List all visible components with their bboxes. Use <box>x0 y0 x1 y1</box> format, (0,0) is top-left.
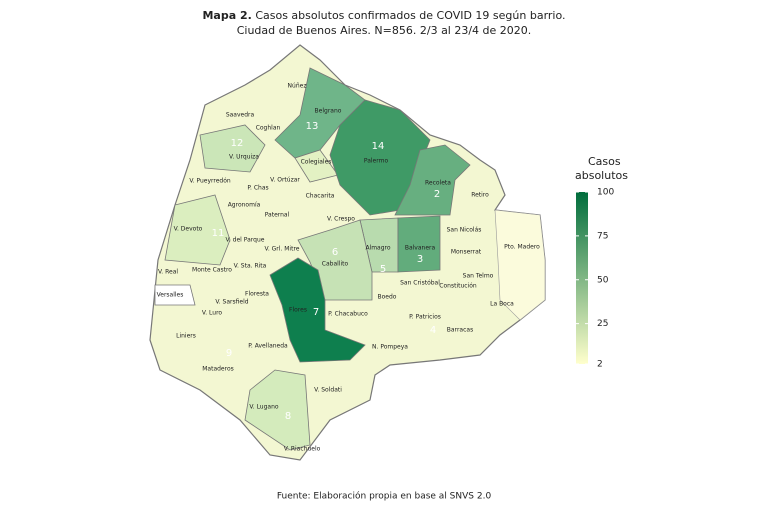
barrio-label: V. Urquiza <box>229 154 259 161</box>
barrio-label: Pto. Madero <box>504 244 540 251</box>
barrio-label: Monte Castro <box>192 267 232 274</box>
barrio-number: 14 <box>372 141 385 152</box>
barrio-label: Belgrano <box>315 108 342 115</box>
puerto-madero-area <box>494 209 546 321</box>
barrio-label: La Boca <box>490 301 514 308</box>
barrio-label: San Telmo <box>463 273 494 280</box>
barrio-label: Recoleta <box>425 180 451 187</box>
barrio-label: V. Soldati <box>314 387 342 394</box>
barrio-label: P. Avellaneda <box>248 343 288 350</box>
barrio-number: 2 <box>434 189 440 200</box>
legend-colorbar <box>576 192 588 364</box>
barrio-number: 5 <box>380 264 386 275</box>
subtitle: Ciudad de Buenos Aires. N=856. 2/3 al 23… <box>237 24 532 37</box>
barrio-label: Núñez <box>288 83 307 90</box>
barrio-label: Liniers <box>176 333 196 340</box>
barrio-number: 3 <box>417 254 423 265</box>
barrio-label: San Nicolás <box>447 227 482 234</box>
title-text: Casos absolutos confirmados de COVID 19 … <box>255 9 565 22</box>
barrio-label: Barracas <box>447 327 473 334</box>
barrio-label: V. Grl. Mitre <box>265 246 300 253</box>
barrio-label: P. Chas <box>247 185 268 192</box>
barrio-number: 7 <box>313 307 319 318</box>
barrio-number: 8 <box>285 411 291 422</box>
title: Mapa 2. Casos absolutos confirmados de C… <box>202 9 565 22</box>
barrio-label: V. Real <box>158 269 178 276</box>
barrio-number: 11 <box>212 228 225 239</box>
barrio-label: Monserrat <box>451 249 482 256</box>
barrio-label: Constitución <box>439 283 477 290</box>
barrio-label: Retiro <box>471 192 489 199</box>
barrio-label: P. Patricios <box>409 314 441 321</box>
barrio-number: 9 <box>226 348 232 359</box>
barrio-label: Saavedra <box>226 112 255 119</box>
legend-title: absolutos <box>575 169 628 182</box>
barrio-label: Mataderos <box>202 366 234 373</box>
barrio-number: 12 <box>231 138 244 149</box>
barrio-label: Caballito <box>322 261 349 268</box>
barrio-label: V. Luro <box>202 310 223 317</box>
legend-tick-label: 75 <box>597 231 608 241</box>
barrio-label: V. Ortúzar <box>270 177 300 184</box>
barrio-label: V. Devoto <box>174 226 203 233</box>
barrio-label: Flores <box>289 307 307 314</box>
barrio-label: V. Pueyrredón <box>189 178 231 185</box>
barrio-area <box>397 215 441 273</box>
barrio-label: V. Sta. Rita <box>234 263 267 270</box>
barrio-label: Chacarita <box>306 193 335 200</box>
barrio-label: Floresta <box>245 291 269 298</box>
barrio-number: 4 <box>430 325 436 336</box>
legend-tick-label: 100 <box>597 188 614 198</box>
barrio-number: 6 <box>332 247 338 258</box>
barrio-label: Boedo <box>378 294 397 301</box>
barrio-area <box>394 144 471 216</box>
barrio-area <box>164 194 231 266</box>
legend-tick-label: 25 <box>597 319 608 329</box>
barrio-label: V. Sarsfield <box>215 299 248 306</box>
barrio-label: Paternal <box>265 212 290 219</box>
barrio-number: 13 <box>306 121 319 132</box>
legend-title: Casos <box>588 155 621 168</box>
barrio-label: P. Chacabuco <box>328 311 368 318</box>
barrio-label: Colegiales <box>301 159 332 166</box>
barrio-area <box>154 284 196 306</box>
barrio-area <box>244 369 311 451</box>
barrio-label: V. Lugano <box>249 404 278 411</box>
barrio-label: V. Crespo <box>327 216 355 223</box>
barrio-area <box>199 124 266 173</box>
barrio-label: San Cristóbal <box>400 280 440 287</box>
barrio-area <box>269 257 366 363</box>
barrio-label: V. del Parque <box>226 237 265 244</box>
barrio-label: Almagro <box>365 245 390 252</box>
barrio-label: Balvanera <box>405 245 436 252</box>
barrio-label: N. Pompeya <box>372 344 408 351</box>
barrio-label: V. Riachuelo <box>284 446 321 453</box>
barrio-label: Agronomía <box>228 202 261 209</box>
legend-tick-label: 50 <box>597 275 609 285</box>
barrio-label: Palermo <box>364 158 389 165</box>
legend-tick-label: 2 <box>597 360 603 370</box>
title-prefix: Mapa 2. <box>202 9 251 22</box>
barrio-label: Versalles <box>157 292 184 299</box>
barrio-label: Coghlan <box>256 125 281 132</box>
source: Fuente: Elaboración propia en base al SN… <box>277 491 492 502</box>
